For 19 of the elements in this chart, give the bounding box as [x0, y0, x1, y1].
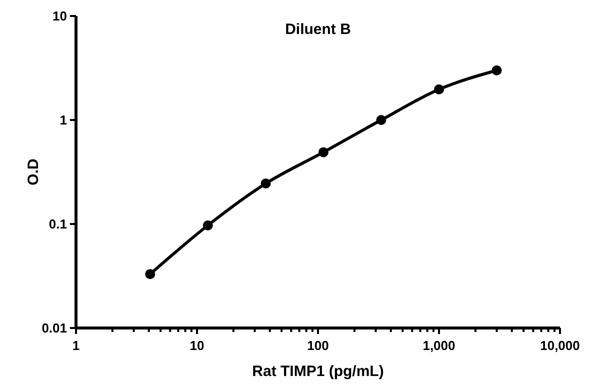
- point: [492, 65, 502, 76]
- x-tick-label: 100: [307, 338, 329, 353]
- point: [434, 84, 444, 94]
- x-axis-title: Rat TIMP1 (pg/mL): [252, 363, 384, 380]
- point: [260, 178, 271, 189]
- point: [376, 115, 386, 125]
- point: [145, 269, 156, 280]
- y-tick-label: 0.1: [48, 216, 67, 232]
- x-tick-label: 1,000: [422, 338, 456, 353]
- point: [318, 147, 328, 158]
- y-tick-label: 10: [52, 8, 67, 24]
- y-tick-label: 0.01: [42, 320, 67, 336]
- y-axis-title: O.D: [25, 158, 42, 186]
- chart-title: Diluent B: [285, 21, 352, 38]
- x-tick-label: 10,000: [540, 338, 580, 353]
- y-tick-label: 1: [60, 112, 67, 128]
- x-tick-label: 1: [72, 338, 80, 353]
- x-tick-label: 10: [190, 338, 204, 353]
- point: [202, 220, 213, 230]
